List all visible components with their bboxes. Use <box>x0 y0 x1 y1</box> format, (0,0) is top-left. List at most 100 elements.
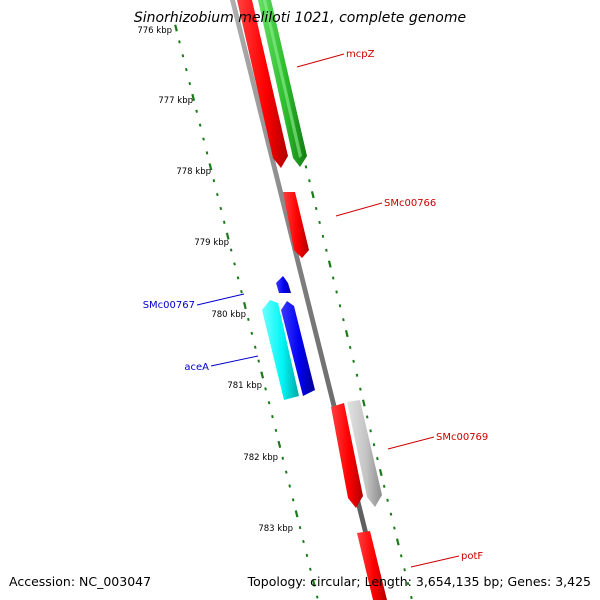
gene-SMc00767-arrow[interactable] <box>276 276 291 293</box>
gene-label-leaders <box>196 53 460 568</box>
minor-tick <box>257 359 260 363</box>
minor-tick <box>216 192 219 197</box>
minor-tick <box>376 456 379 461</box>
minor-tick <box>229 248 233 252</box>
minor-tick <box>348 345 352 350</box>
kbp-label: 776 kbp <box>137 26 172 36</box>
kbp-label: 778 kbp <box>176 167 211 177</box>
minor-tick <box>284 470 288 474</box>
minor-tick <box>178 40 181 44</box>
gene-label-SMc00767[interactable]: SMc00767 <box>143 300 195 311</box>
minor-tick <box>321 234 325 238</box>
gene-blue-forward-arrow[interactable] <box>281 301 315 396</box>
minor-tick <box>271 414 274 419</box>
gene-green-highlight <box>263 0 302 158</box>
minor-tick <box>291 498 295 502</box>
major-tick <box>225 232 230 240</box>
gene-label-potF[interactable]: potF <box>461 551 483 562</box>
major-tick <box>311 579 316 587</box>
minor-tick <box>288 484 291 488</box>
gene-SMc00766-arrow[interactable] <box>283 192 309 258</box>
kbp-label: 781 kbp <box>227 381 262 391</box>
major-tick <box>243 302 247 310</box>
minor-tick <box>399 554 403 558</box>
minor-tick <box>247 317 250 322</box>
minor-tick <box>181 54 185 58</box>
minor-tick <box>222 220 226 224</box>
major-tick <box>191 93 196 101</box>
minor-tick <box>365 415 369 419</box>
minor-tick <box>331 276 335 280</box>
minor-tick <box>212 179 216 183</box>
minor-tick <box>274 428 278 433</box>
major-tick <box>327 260 332 268</box>
gene-potF-arrow[interactable] <box>357 531 387 600</box>
genome-summary-text: Topology: circular; Length: 3,654,135 bp… <box>247 574 591 589</box>
major-tick <box>361 399 366 407</box>
minor-tick <box>359 387 362 391</box>
kbp-label: 783 kbp <box>258 524 293 534</box>
minor-tick <box>393 526 396 530</box>
minor-tick <box>342 318 345 322</box>
kbp-label: 777 kbp <box>158 96 193 106</box>
minor-tick <box>308 179 311 183</box>
gene-aceA-arrow[interactable] <box>262 300 299 400</box>
minor-tick <box>309 567 312 571</box>
minor-tick <box>240 290 243 294</box>
minor-tick <box>264 387 267 391</box>
gene-labels: mcpZ SMc00766 SMc00767 aceA SMc00769 pot… <box>143 49 489 562</box>
inner-tick-ring <box>174 24 319 599</box>
minor-tick <box>185 68 188 72</box>
minor-tick <box>219 206 223 211</box>
gene-label-SMc00766[interactable]: SMc00766 <box>384 198 436 209</box>
gene-SMc00769-arrow[interactable] <box>347 400 382 507</box>
leader-SMc00767 <box>196 293 245 306</box>
minor-tick <box>314 206 318 211</box>
minor-tick <box>302 539 305 544</box>
gene-label-mcpZ[interactable]: mcpZ <box>346 49 375 60</box>
major-tick <box>395 538 400 546</box>
minor-tick <box>406 581 410 586</box>
major-tick <box>310 191 315 199</box>
minor-tick <box>338 304 342 308</box>
kbp-label: 780 kbp <box>211 310 246 320</box>
major-tick <box>277 440 282 448</box>
minor-tick <box>315 595 319 599</box>
gene-label-SMc00769[interactable]: SMc00769 <box>436 432 488 443</box>
minor-tick <box>335 290 338 294</box>
minor-tick <box>305 553 309 558</box>
minor-tick <box>403 568 406 572</box>
gene-red-forward-arrow[interactable] <box>331 403 363 508</box>
minor-tick <box>188 81 192 86</box>
gene-mcpZ-arrow[interactable] <box>237 0 288 168</box>
minor-tick <box>369 429 372 433</box>
genome-backbone <box>230 0 385 600</box>
kbp-scale-labels: 776 kbp 777 kbp 778 kbp 779 kbp 780 kbp … <box>137 26 293 534</box>
major-tick <box>208 163 213 171</box>
leader-mcpZ <box>296 53 345 68</box>
accession-text: Accession: NC_003047 <box>9 574 151 589</box>
major-tick <box>174 24 178 32</box>
minor-tick <box>386 498 389 502</box>
gene-features <box>237 0 387 600</box>
major-tick <box>344 330 349 338</box>
minor-tick <box>318 220 321 225</box>
minor-tick <box>205 151 209 155</box>
minor-tick <box>352 359 355 363</box>
minor-tick <box>325 248 328 252</box>
minor-tick <box>382 484 386 488</box>
minor-tick <box>233 262 236 266</box>
leader-aceA <box>210 355 259 367</box>
gene-label-aceA[interactable]: aceA <box>184 362 209 373</box>
major-tick <box>378 468 383 477</box>
leader-potF <box>410 555 460 568</box>
minor-tick <box>198 123 202 127</box>
minor-tick <box>267 401 271 405</box>
kbp-label: 779 kbp <box>194 238 229 248</box>
map-title: Sinorhizobium meliloti 1021, complete ge… <box>134 10 466 26</box>
minor-tick <box>410 595 413 600</box>
minor-tick <box>253 345 257 349</box>
minor-tick <box>250 331 254 335</box>
minor-tick <box>281 456 285 460</box>
